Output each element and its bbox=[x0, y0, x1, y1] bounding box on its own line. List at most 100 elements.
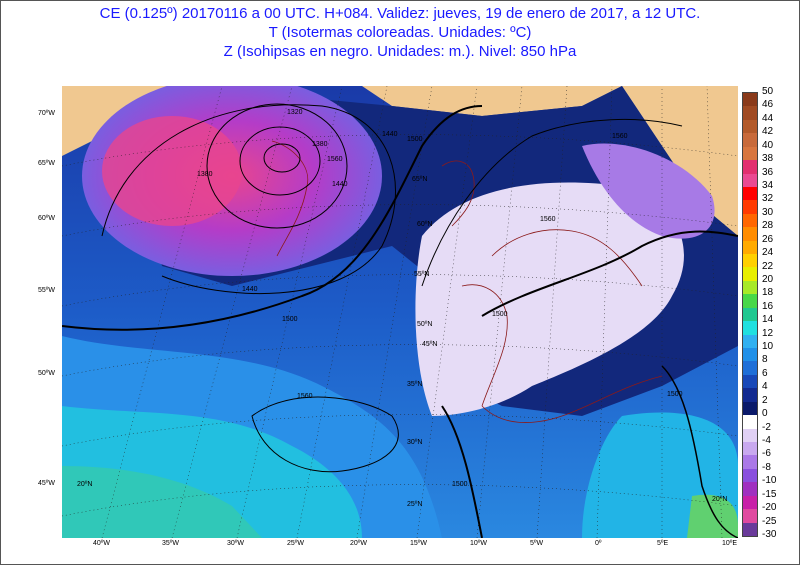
colorbar-segment bbox=[743, 495, 757, 510]
contour-label-1380: 1380 bbox=[197, 171, 213, 178]
lat-label-60: 60ºW bbox=[38, 215, 55, 222]
colorbar-segment bbox=[743, 388, 757, 402]
lon-label-30w: 30ºW bbox=[227, 540, 244, 547]
colorbar-tick-label: -8 bbox=[762, 461, 771, 473]
colorbar-tick-label: -10 bbox=[762, 475, 777, 487]
colorbar-tick-label: -15 bbox=[762, 488, 777, 500]
colorbar-segment bbox=[743, 468, 757, 483]
coastline-france bbox=[491, 229, 643, 287]
colorbar-segment bbox=[743, 227, 757, 241]
inner-lat-45n: 45ºN bbox=[422, 341, 437, 348]
contour-label-1500-b: 1500 bbox=[492, 311, 508, 318]
colorbar-tick-label: 30 bbox=[762, 206, 774, 218]
contour-low-3 bbox=[206, 103, 348, 229]
colorbar-segment bbox=[743, 160, 757, 174]
lat-label-50: 50ºW bbox=[38, 370, 55, 377]
warm-patch-africa bbox=[687, 494, 738, 538]
contour-label-1440-b: 1440 bbox=[382, 131, 398, 138]
colorbar-segment bbox=[743, 106, 757, 120]
colorbar-tick-label: 40 bbox=[762, 139, 774, 151]
colorbar-tick-label: 36 bbox=[762, 166, 774, 178]
contour-1500-southeast bbox=[661, 365, 738, 538]
map-svg: 1320 1380 1440 1500 1560 1560 1560 1500 … bbox=[62, 86, 738, 538]
colorbar-tick-label: 46 bbox=[762, 99, 774, 111]
colorbar-tick-label: 44 bbox=[762, 112, 774, 124]
title-line-3: Z (Isohipsas en negro. Unidades: m.). Ni… bbox=[223, 43, 577, 60]
colorbar-tick-label: -6 bbox=[762, 448, 771, 460]
colorbar-tick-label: 0 bbox=[762, 408, 768, 420]
contour-label-1380-b: 1380 bbox=[312, 141, 328, 148]
colorbar-segment bbox=[743, 361, 757, 375]
temperature-colorbar bbox=[742, 92, 758, 537]
colorbar-segment bbox=[743, 254, 757, 268]
coastline-britain bbox=[441, 160, 475, 227]
lon-label-5e: 5ºE bbox=[657, 540, 669, 547]
lon-label-20w: 20ºW bbox=[350, 540, 367, 547]
contour-1560-north bbox=[421, 118, 683, 287]
colorbar-tick-label: 20 bbox=[762, 273, 774, 285]
colorbar-tick-label: 14 bbox=[762, 314, 774, 326]
colorbar-tick-label: -30 bbox=[762, 529, 777, 540]
meridian-2 bbox=[171, 86, 293, 538]
meridian-3 bbox=[236, 86, 343, 538]
colorbar-tick-label: 22 bbox=[762, 260, 774, 272]
cold-core-inner bbox=[102, 116, 242, 226]
colorbar-segment bbox=[743, 146, 757, 161]
coastline-iberia bbox=[461, 284, 508, 407]
colorbar-segment bbox=[743, 415, 757, 429]
title-line-2: T (Isotermas coloreadas. Unidades: ºC) bbox=[268, 24, 532, 41]
contour-low-1 bbox=[263, 143, 301, 173]
colorbar-segment bbox=[743, 522, 757, 536]
contour-label-1560-a: 1560 bbox=[297, 393, 313, 400]
lat-label-70: 70ºW bbox=[38, 110, 55, 117]
colorbar-tick-label: 50 bbox=[762, 86, 774, 97]
inner-lat-35n: 35ºN bbox=[407, 381, 422, 388]
contour-label-1440: 1440 bbox=[242, 286, 258, 293]
colorbar-tick-label: 38 bbox=[762, 153, 774, 165]
colorbar-tick-label: 10 bbox=[762, 341, 774, 353]
parallel-1 bbox=[62, 134, 738, 167]
colorbar-tick-label: 18 bbox=[762, 287, 774, 299]
colorbar-segment bbox=[743, 482, 757, 496]
colorbar-segment bbox=[743, 307, 757, 322]
lat-label-65: 65ºW bbox=[38, 160, 55, 167]
contour-low-2 bbox=[239, 126, 321, 196]
inner-lat-65n: 65ºN bbox=[412, 176, 427, 183]
colorbar-tick-label: 32 bbox=[762, 193, 774, 205]
weather-map: 1320 1380 1440 1500 1560 1560 1560 1500 … bbox=[62, 86, 738, 538]
lilac-iberia bbox=[415, 182, 684, 416]
contour-label-1560-c: 1560 bbox=[612, 133, 628, 140]
contour-label-1500-e: 1500 bbox=[407, 136, 423, 143]
colorbar-tick-label: -25 bbox=[762, 515, 777, 527]
parallel-5 bbox=[62, 414, 738, 447]
colorbar-segment bbox=[743, 186, 757, 201]
violet-central-europe bbox=[582, 143, 715, 239]
inner-lat-60n: 60ºN bbox=[417, 221, 432, 228]
colorbar-tick-label: 28 bbox=[762, 220, 774, 232]
inner-lat-25n: 25ºN bbox=[407, 501, 422, 508]
colorbar-tick-label: 42 bbox=[762, 126, 774, 138]
colorbar-segment bbox=[743, 200, 757, 214]
colorbar-tick-label: -4 bbox=[762, 435, 771, 447]
lon-label-5w: 5ºW bbox=[530, 540, 544, 547]
inner-lat-30n: 30ºN bbox=[407, 439, 422, 446]
isohypses bbox=[62, 103, 738, 538]
colorbar-tick-label: 34 bbox=[762, 179, 774, 191]
lon-label-15w: 15ºW bbox=[410, 540, 427, 547]
lon-label-35w: 35ºW bbox=[162, 540, 179, 547]
map-title: CE (0.125º) 20170116 a 00 UTC. H+084. Va… bbox=[0, 4, 800, 61]
contour-1500-west bbox=[62, 105, 483, 331]
inner-lat-label-group: 65ºN 60ºN 55ºN 50ºN 45ºN 35ºN 30ºN 25ºN … bbox=[77, 176, 727, 508]
lon-label-10w: 10ºW bbox=[470, 540, 487, 547]
contour-label-1560-b: 1560 bbox=[540, 216, 556, 223]
colorbar-segment bbox=[743, 441, 757, 456]
colorbar-segment bbox=[743, 280, 757, 295]
contour-label-1500-c: 1500 bbox=[667, 391, 683, 398]
colorbar-segment bbox=[743, 213, 757, 228]
lat-label-45: 45ºW bbox=[38, 480, 55, 487]
title-line-1: CE (0.125º) 20170116 a 00 UTC. H+084. Va… bbox=[99, 5, 701, 22]
colorbar-segment bbox=[743, 374, 757, 389]
warm-sea-south bbox=[62, 466, 262, 538]
colorbar-tick-label: 8 bbox=[762, 354, 768, 366]
parallel-6 bbox=[62, 484, 738, 517]
